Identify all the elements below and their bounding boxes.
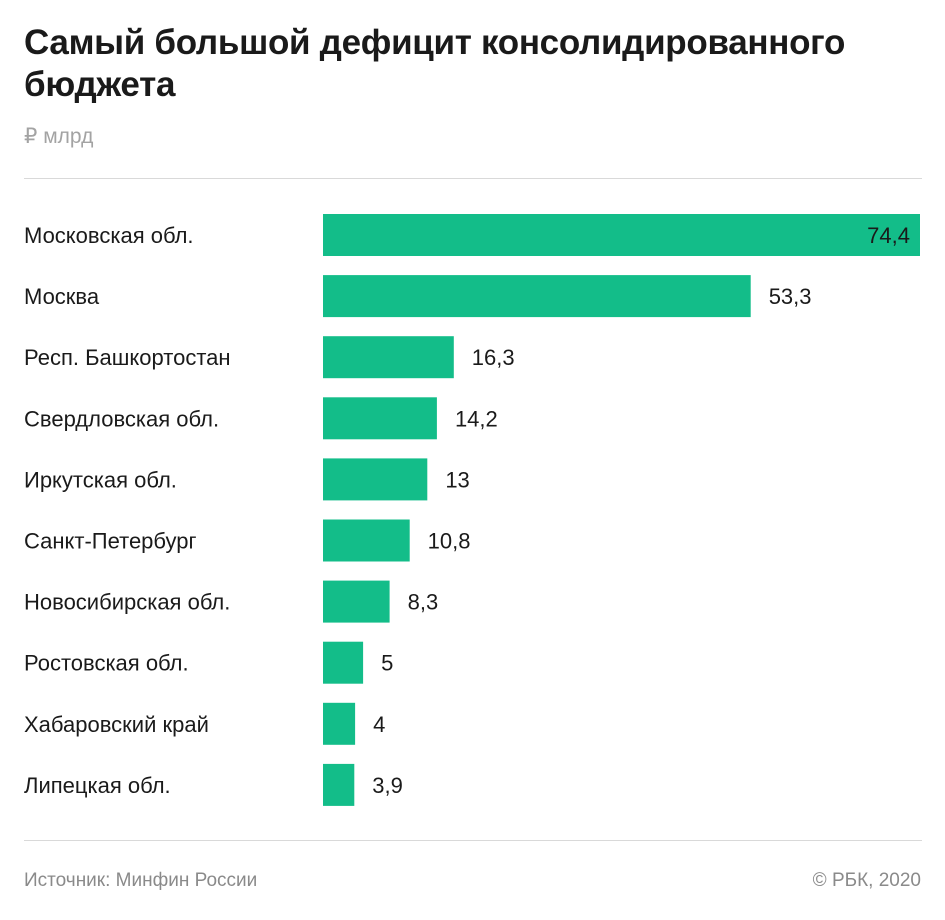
bar [323, 702, 356, 745]
bar [323, 336, 454, 379]
bottom-divider [24, 840, 922, 841]
bar [323, 458, 428, 501]
bar [323, 214, 920, 256]
value-label: 14,2 [455, 406, 498, 431]
value-label: 16,3 [472, 345, 515, 370]
bar [323, 580, 390, 623]
category-label: Хабаровский край [24, 712, 209, 737]
chart-title: Самый большой дефицит консолидированного… [24, 23, 846, 104]
value-label: 74,4 [867, 223, 910, 248]
category-label: Москва [24, 284, 100, 309]
unit-label: ₽ млрд [24, 125, 94, 148]
copyright-credit: © РБК, 2020 [812, 870, 921, 891]
source-note: Источник: Минфин России [24, 870, 258, 891]
category-label: Московская обл. [24, 223, 194, 248]
bar [323, 397, 437, 440]
category-label: Липецкая обл. [24, 773, 171, 798]
category-label: Новосибирская обл. [24, 590, 230, 615]
category-label: Санкт-Петербург [24, 529, 197, 554]
value-label: 4 [373, 712, 385, 737]
bar [323, 519, 410, 562]
value-label: 8,3 [408, 590, 439, 615]
category-label: Респ. Башкортостан [24, 345, 231, 370]
category-label: Свердловская обл. [24, 406, 219, 431]
value-label: 3,9 [372, 773, 403, 798]
value-label: 53,3 [769, 284, 812, 309]
bar [323, 275, 751, 318]
bar-chart: Московская обл. 74,4 Москва 53,3 Респ. Башко… [24, 214, 920, 806]
category-label: Иркутская обл. [24, 467, 177, 492]
value-label: 13 [445, 467, 469, 492]
value-label: 10,8 [428, 529, 471, 554]
bar [323, 641, 364, 684]
category-label: Ростовская обл. [24, 651, 189, 676]
bar [323, 763, 355, 806]
top-divider [24, 178, 922, 179]
value-label: 5 [381, 651, 393, 676]
